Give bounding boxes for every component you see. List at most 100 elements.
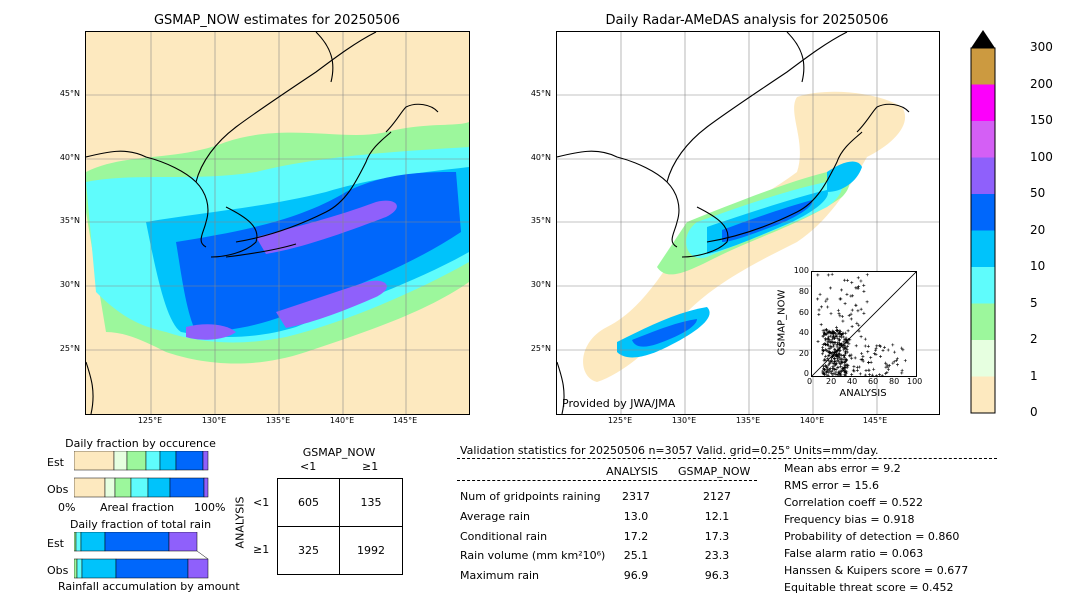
scatter-point: [834, 363, 838, 367]
scatter-point: [859, 279, 863, 283]
left-lon-125: 125°E: [137, 416, 163, 425]
scatter-point: [845, 292, 849, 296]
rain-core-purple-1: [256, 200, 397, 254]
scatter-point: [858, 372, 862, 376]
right-lat-35: 35°N: [530, 216, 551, 225]
scatter-point: [832, 350, 836, 354]
scatter-ytick-40: 40: [798, 328, 809, 337]
scatter-point: [869, 356, 873, 360]
radar-rain-south-core: [632, 319, 697, 347]
scatter-point: [826, 357, 830, 361]
colorbar-segment: [971, 194, 995, 231]
right-lat-40: 40°N: [530, 153, 551, 162]
scatter-point: [894, 358, 898, 362]
scatter-point: [836, 308, 840, 312]
scatter-point: [837, 312, 841, 316]
scatter-yticks: 100 80 60 40 20 0: [785, 266, 809, 378]
scatter-point: [841, 367, 845, 371]
scatter-point: [843, 372, 847, 376]
scatter-point: [849, 356, 853, 360]
scatter-point: [845, 365, 849, 369]
scatter-point: [863, 373, 867, 377]
scatter-point: [836, 352, 840, 356]
scatter-point: [872, 352, 876, 356]
scatter-point: [900, 371, 904, 375]
scatter-point: [841, 357, 845, 361]
scatter-point: [878, 345, 882, 349]
left-map-grid: [86, 32, 469, 414]
colorbar-segment: [971, 303, 995, 340]
total-footer: Rainfall accumulation by amount: [58, 580, 240, 593]
scatter-point: [842, 340, 846, 344]
scatter-point: [836, 331, 840, 335]
scatter-point: [826, 340, 830, 344]
scatter-point: [857, 329, 861, 333]
scatter-point: [880, 374, 884, 378]
scatter-point: [842, 366, 846, 370]
scatter-point: [855, 368, 859, 372]
scatter-point: [839, 365, 843, 369]
scatter-point: [831, 329, 835, 333]
scatter-point: [846, 337, 850, 341]
validation-row-gsmap: 96.3: [704, 569, 730, 582]
score-hk: Hanssen & Kuipers score = 0.677: [784, 564, 969, 577]
colorbar-segment: [971, 121, 995, 158]
scatter-point: [826, 305, 830, 309]
scatter-point: [844, 369, 848, 373]
scatter-ytick-80: 80: [798, 287, 809, 296]
scatter-point: [822, 373, 826, 377]
scatter-ytick-100: 100: [793, 266, 809, 275]
contingency-col-lt1: <1: [300, 460, 317, 473]
scatter-point: [838, 337, 842, 341]
right-lon-140: 140°E: [799, 416, 825, 425]
scatter-point: [816, 297, 820, 301]
score-corr: Correlation coeff = 0.522: [784, 496, 923, 509]
right-lon-145: 145°E: [862, 416, 888, 425]
scatter-point: [844, 350, 848, 354]
contingency-row-ge1: ≥1: [253, 543, 270, 556]
scatter-ytick-20: 20: [798, 349, 809, 358]
scatter-point: [852, 365, 856, 369]
total-obs-bar: [74, 558, 209, 579]
validation-row-gsmap: 17.3: [704, 530, 730, 543]
scatter-point: [830, 332, 834, 336]
right-map-canvas: [557, 32, 939, 414]
scatter-point: [838, 314, 842, 318]
validation-row-label: Rain volume (mm km²10⁶): [460, 549, 606, 562]
colorbar-label: 10: [1030, 259, 1046, 273]
scatter-point: [824, 359, 828, 363]
colorbar-label: 5: [1030, 295, 1038, 310]
scatter-point: [896, 363, 900, 367]
validation-divider: [457, 458, 997, 459]
right-lat-45: 45°N: [530, 89, 551, 98]
scatter-point: [841, 315, 845, 319]
colorbar-label: 2: [1030, 332, 1038, 346]
scatter-point: [863, 337, 867, 341]
scatter-point: [840, 353, 844, 357]
scatter-point: [874, 346, 878, 350]
scatter-point: [882, 345, 886, 349]
scatter-point: [829, 312, 833, 316]
occurrence-obs-bar: [74, 477, 209, 498]
total-row-est: Est: [47, 537, 64, 550]
scatter-xtick-0: 0: [807, 377, 813, 386]
validation-row-gsmap: 2127: [703, 490, 731, 503]
radar-rain-north: [827, 161, 862, 192]
colorbar-segment: [971, 267, 995, 304]
scatter-point: [847, 342, 851, 346]
scatter-diagonal: [811, 271, 917, 377]
validation-col-analysis: ANALYSIS: [606, 465, 658, 478]
occurrence-axis-mid: Areal fraction: [100, 501, 175, 514]
left-lon-145: 145°E: [392, 416, 418, 425]
scatter-point: [857, 323, 861, 327]
scatter-point: [827, 353, 831, 357]
scatter-point: [827, 351, 831, 355]
scatter-point: [832, 333, 836, 337]
scatter-point: [851, 368, 855, 372]
scatter-point: [825, 328, 829, 332]
scatter-point: [831, 365, 835, 369]
scatter-point: [849, 353, 853, 357]
scatter-point: [820, 352, 824, 356]
scatter-point: [840, 360, 844, 364]
scatter-point: [881, 348, 885, 352]
